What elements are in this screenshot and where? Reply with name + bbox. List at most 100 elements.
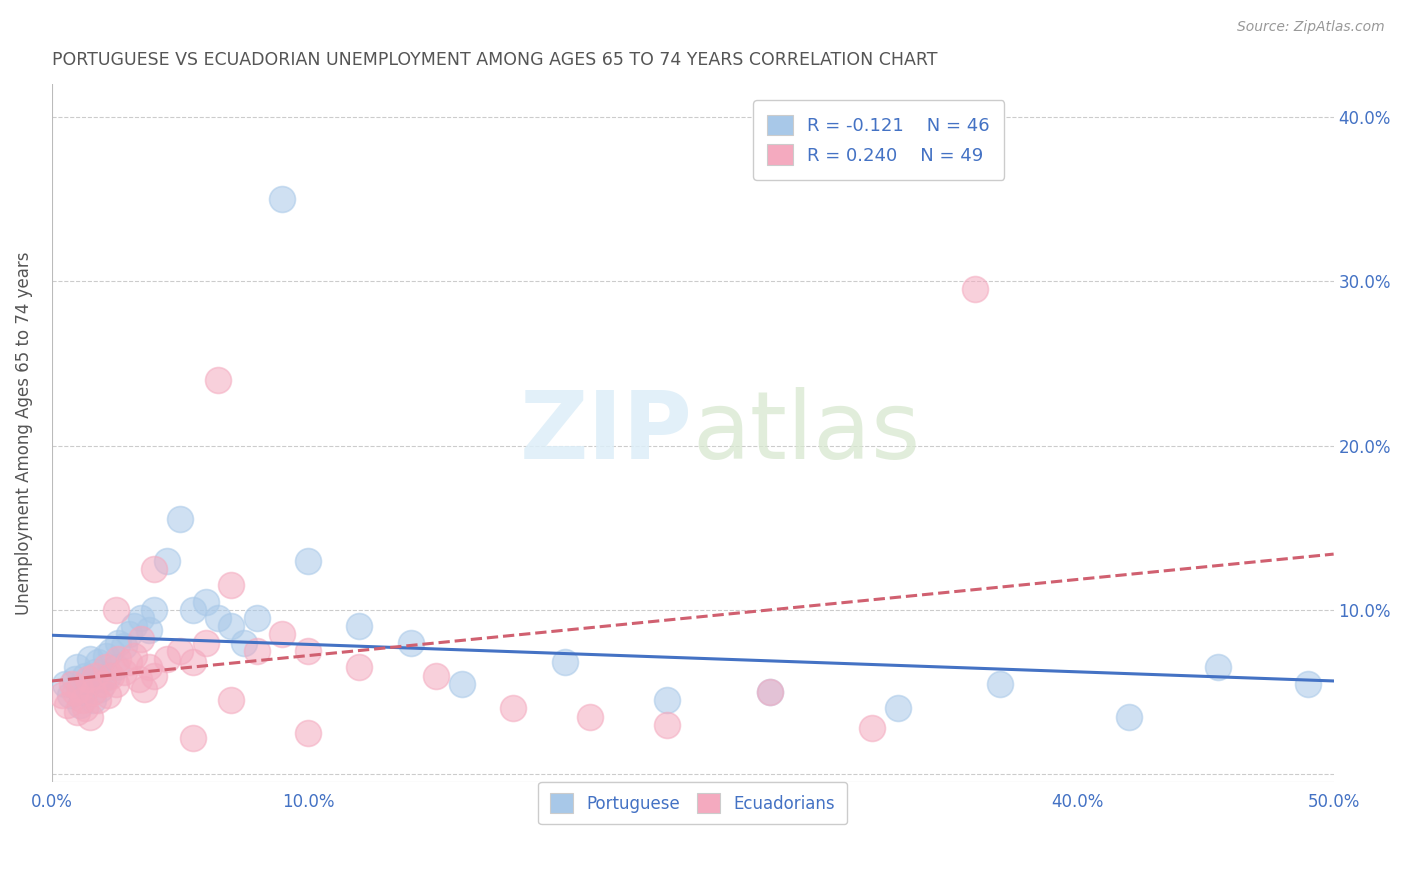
Point	[131, 611, 153, 625]
Point	[349, 660, 371, 674]
Point	[860, 721, 883, 735]
Point	[425, 668, 447, 682]
Point	[156, 652, 179, 666]
Point	[271, 627, 294, 641]
Point	[1206, 660, 1229, 674]
Point	[553, 656, 575, 670]
Point	[82, 685, 104, 699]
Point	[87, 656, 110, 670]
Point	[97, 668, 120, 682]
Point	[59, 688, 82, 702]
Legend: Portuguese, Ecuadorians: Portuguese, Ecuadorians	[538, 781, 846, 824]
Point	[104, 603, 127, 617]
Point	[399, 636, 422, 650]
Point	[169, 512, 191, 526]
Point	[84, 665, 107, 680]
Point	[63, 672, 86, 686]
Point	[887, 701, 910, 715]
Point	[181, 731, 204, 745]
Point	[181, 656, 204, 670]
Point	[655, 718, 678, 732]
Point	[297, 553, 319, 567]
Point	[107, 636, 129, 650]
Point	[91, 672, 114, 686]
Point	[72, 693, 94, 707]
Point	[60, 677, 83, 691]
Point	[128, 672, 150, 686]
Point	[219, 578, 242, 592]
Point	[107, 652, 129, 666]
Point	[579, 709, 602, 723]
Point	[988, 677, 1011, 691]
Point	[233, 636, 256, 650]
Point	[66, 705, 89, 719]
Point	[75, 701, 97, 715]
Point	[56, 698, 79, 713]
Point	[66, 660, 89, 674]
Point	[89, 681, 111, 696]
Point	[963, 283, 986, 297]
Point	[655, 693, 678, 707]
Point	[758, 685, 780, 699]
Point	[118, 627, 141, 641]
Point	[143, 562, 166, 576]
Point	[169, 644, 191, 658]
Point	[1118, 709, 1140, 723]
Point	[91, 677, 114, 691]
Text: ZIP: ZIP	[520, 387, 693, 479]
Point	[53, 677, 76, 691]
Point	[76, 677, 98, 691]
Point	[246, 644, 269, 658]
Point	[100, 644, 122, 658]
Point	[349, 619, 371, 633]
Point	[97, 688, 120, 702]
Point	[75, 668, 97, 682]
Point	[76, 672, 98, 686]
Point	[69, 681, 91, 696]
Point	[246, 611, 269, 625]
Text: Source: ZipAtlas.com: Source: ZipAtlas.com	[1237, 20, 1385, 34]
Point	[502, 701, 524, 715]
Point	[87, 693, 110, 707]
Point	[132, 681, 155, 696]
Point	[451, 677, 474, 691]
Point	[51, 688, 73, 702]
Point	[112, 665, 135, 680]
Point	[84, 668, 107, 682]
Point	[219, 619, 242, 633]
Point	[94, 648, 117, 663]
Point	[122, 619, 145, 633]
Point	[207, 373, 229, 387]
Point	[271, 192, 294, 206]
Point	[297, 644, 319, 658]
Text: PORTUGUESE VS ECUADORIAN UNEMPLOYMENT AMONG AGES 65 TO 74 YEARS CORRELATION CHAR: PORTUGUESE VS ECUADORIAN UNEMPLOYMENT AM…	[52, 51, 938, 69]
Point	[143, 668, 166, 682]
Point	[122, 648, 145, 663]
Point	[79, 709, 101, 723]
Point	[104, 660, 127, 674]
Point	[63, 685, 86, 699]
Point	[94, 660, 117, 674]
Point	[194, 594, 217, 608]
Point	[194, 636, 217, 650]
Point	[100, 668, 122, 682]
Point	[82, 693, 104, 707]
Point	[138, 660, 160, 674]
Point	[131, 632, 153, 647]
Point	[758, 685, 780, 699]
Point	[207, 611, 229, 625]
Y-axis label: Unemployment Among Ages 65 to 74 years: Unemployment Among Ages 65 to 74 years	[15, 252, 32, 615]
Point	[118, 656, 141, 670]
Point	[156, 553, 179, 567]
Point	[297, 726, 319, 740]
Text: atlas: atlas	[693, 387, 921, 479]
Point	[219, 693, 242, 707]
Point	[112, 639, 135, 653]
Point	[79, 652, 101, 666]
Point	[181, 603, 204, 617]
Point	[143, 603, 166, 617]
Point	[104, 677, 127, 691]
Point	[1296, 677, 1319, 691]
Point	[72, 685, 94, 699]
Point	[69, 698, 91, 713]
